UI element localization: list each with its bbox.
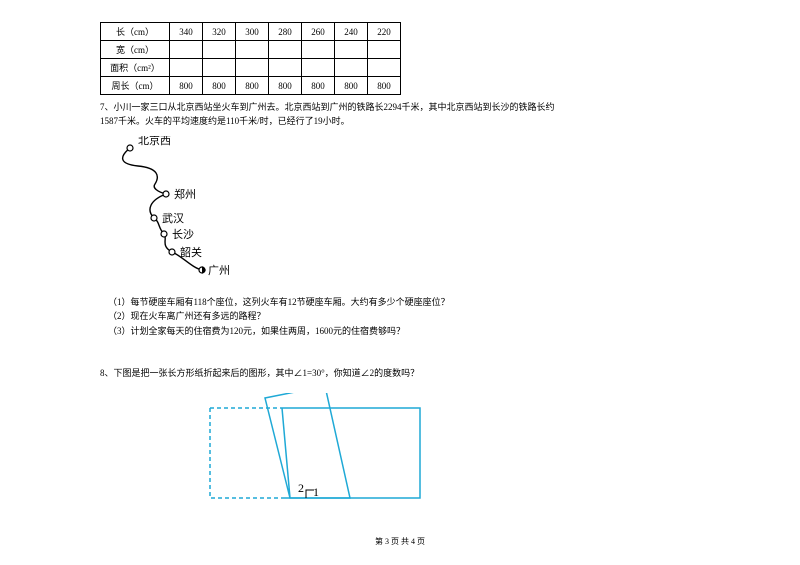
fold-diagram: 21 [200,393,570,508]
table-cell: 800 [236,77,269,95]
table-cell [335,59,368,77]
table-cell: 220 [368,23,401,41]
table-row-label: 长（cm） [101,23,170,41]
table-cell: 320 [203,23,236,41]
table-cell: 800 [302,77,335,95]
problem-7-subquestions: （1）每节硬座车厢有118个座位，这列火车有12节硬座车厢。大约有多少个硬座座位… [108,295,570,338]
table-cell [368,41,401,59]
svg-text:2: 2 [298,481,304,495]
svg-text:武汉: 武汉 [162,212,184,225]
table-row-label: 面积（cm²） [101,59,170,77]
table-cell [269,59,302,77]
table-cell: 300 [236,23,269,41]
table-cell [236,59,269,77]
table-cell: 800 [170,77,203,95]
table-cell [203,59,236,77]
problem-8-text: 8、下图是把一张长方形纸折起来后的图形，其中∠1=30°，你知道∠2的度数吗？ [100,366,570,379]
sub-q-1: （1）每节硬座车厢有118个座位，这列火车有12节硬座车厢。大约有多少个硬座座位… [108,295,570,309]
sub-q-2: （2）现在火车离广州还有多远的路程？ [108,309,570,323]
table-cell [170,59,203,77]
table-cell: 260 [302,23,335,41]
svg-text:长沙: 长沙 [172,228,194,241]
table-cell: 280 [269,23,302,41]
table-cell: 800 [335,77,368,95]
table-cell [302,41,335,59]
problem-7-text: 7、小川一家三口从北京西站坐火车到广州去。北京西站到广州的铁路长2294千米，其… [100,101,570,128]
svg-text:1: 1 [313,485,319,499]
table-cell: 800 [269,77,302,95]
table-cell [170,41,203,59]
table-cell [236,41,269,59]
svg-text:韶关: 韶关 [180,245,202,259]
table-cell [368,59,401,77]
table-cell: 800 [203,77,236,95]
table-cell [203,41,236,59]
sub-q-3: （3）计划全家每天的住宿费为120元，如果住两周，1600元的住宿费够吗？ [108,324,570,338]
svg-text:北京西: 北京西 [138,136,171,147]
table-cell [335,41,368,59]
svg-text:广州: 广州 [208,264,230,277]
table-cell: 340 [170,23,203,41]
table-cell [269,41,302,59]
table-row-label: 宽（cm） [101,41,170,59]
table-row-label: 周长（cm） [101,77,170,95]
svg-text:郑州: 郑州 [174,187,196,201]
route-diagram: 北京西郑州武汉长沙韶关广州 [110,136,270,291]
dimensions-table: 长（cm）340320300280260240220 宽（cm）面积（cm²）周长… [100,22,401,95]
table-cell: 240 [335,23,368,41]
table-cell: 800 [368,77,401,95]
table-cell [302,59,335,77]
page-footer: 第 3 页 共 4 页 [0,536,800,547]
